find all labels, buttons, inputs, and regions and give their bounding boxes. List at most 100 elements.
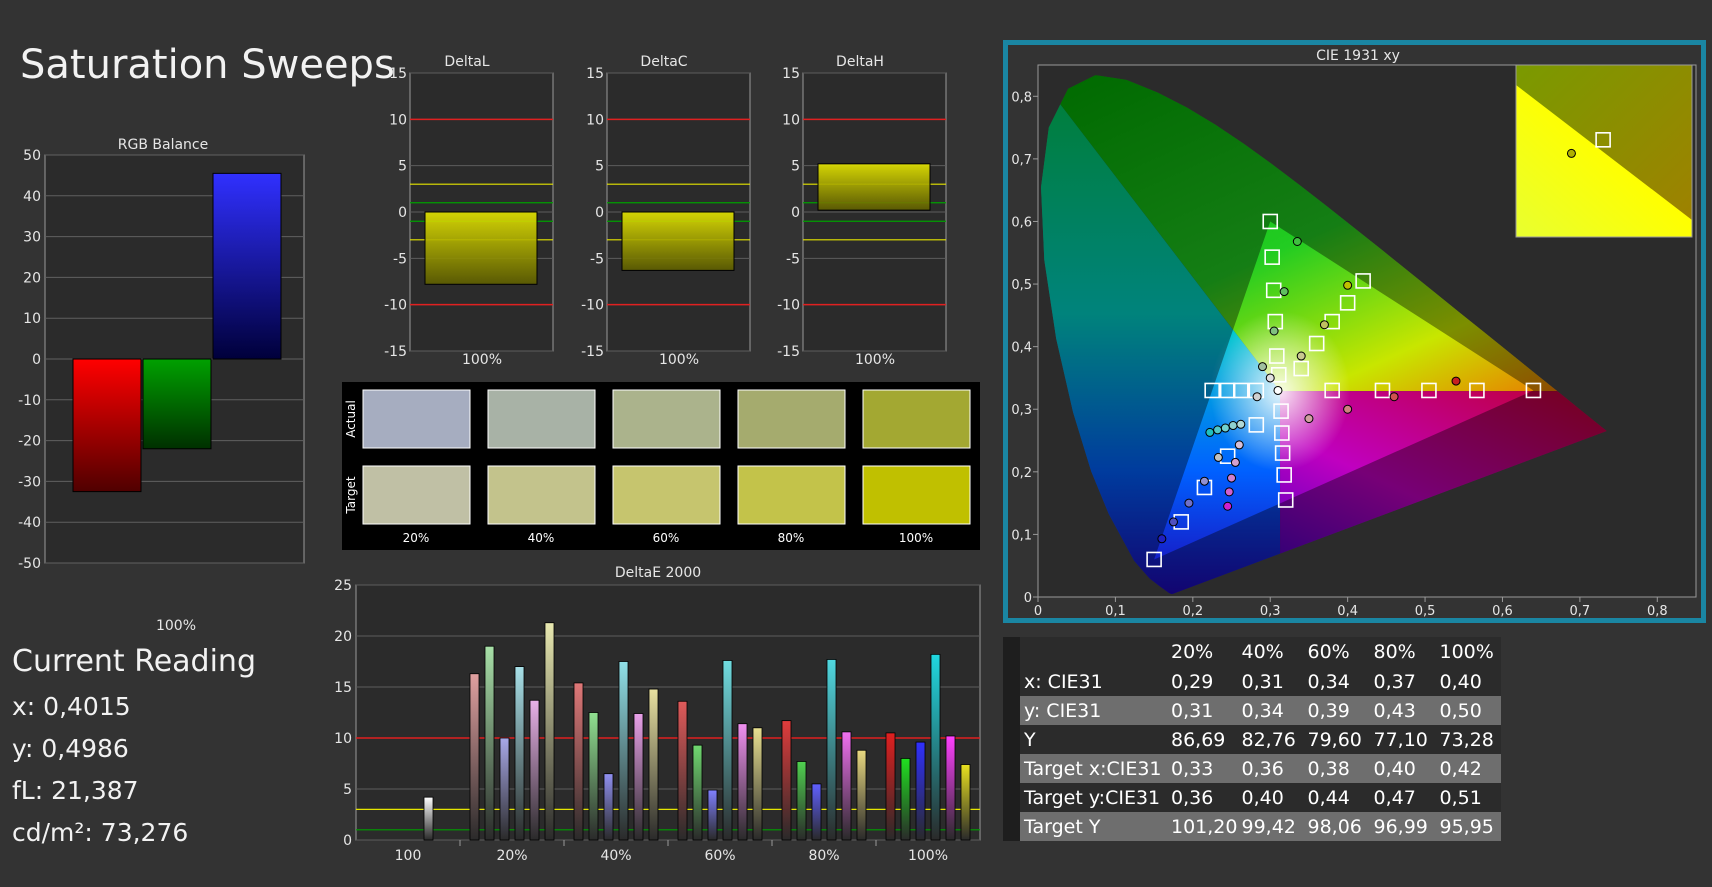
- measured-point: [1223, 501, 1233, 511]
- target-marker: [1355, 273, 1371, 289]
- bar: [960, 764, 971, 841]
- x-tick-label: 0,5: [1415, 604, 1436, 618]
- measured-point: [1236, 419, 1246, 429]
- measured-point: [1451, 376, 1461, 386]
- x-tick-label: 0,7: [1570, 604, 1591, 618]
- y-tick-label: -20: [18, 434, 41, 450]
- table-cell: 101,20: [1167, 812, 1238, 841]
- y-tick-label: 15: [334, 680, 352, 696]
- y-tick-label: 40: [23, 189, 41, 205]
- cie-chart: CIE 1931 xy 0 0,1 0,2 0,3 0,4 0,5 0,6 0,7 0,8 0,8…: [1011, 48, 1697, 618]
- rgb-balance-chart: RGB Balance 50 40 30 20 10 0 -10 -20 -30 -40 -50 10…: [18, 137, 305, 634]
- y-tick-label: 0,5: [1011, 278, 1032, 293]
- table-row: Target Y 101,20 99,42 98,06 96,99 95,95: [1003, 812, 1502, 841]
- x-tick-label: 100%: [855, 352, 895, 368]
- reading-fl: fL: 21,387: [12, 776, 139, 805]
- actual-swatch: [487, 389, 596, 449]
- y-tick-label: 5: [343, 782, 352, 798]
- table-row: Target x:CIE31 0,33 0,36 0,38 0,40 0,42: [1003, 754, 1502, 783]
- bar: [573, 682, 584, 841]
- measured-point: [1205, 427, 1215, 437]
- y-tick-label: -15: [777, 344, 800, 360]
- y-tick-label: -10: [384, 298, 407, 314]
- bar: [588, 712, 599, 841]
- y-tick-label: 15: [389, 66, 407, 82]
- bar: [826, 659, 837, 841]
- locus-region-left: [1041, 75, 1281, 595]
- measured-point: [1220, 423, 1230, 433]
- bar: [930, 653, 941, 841]
- y-tick-label: 10: [334, 731, 352, 747]
- y-tick-label: 0,6: [1011, 215, 1032, 230]
- y-tick-label: 20: [23, 270, 41, 286]
- measured-point: [1213, 425, 1223, 435]
- measured-point: [1343, 404, 1353, 414]
- table-cell: 77,10: [1369, 725, 1436, 754]
- y-tick-label: -30: [18, 474, 41, 490]
- y-tick-label: 5: [595, 159, 604, 175]
- table-cell: 99,42: [1237, 812, 1304, 841]
- x-tick-label: 40%: [600, 848, 631, 860]
- y-tick-label: -10: [777, 298, 800, 314]
- bar: [856, 749, 867, 841]
- y-tick-label: -40: [18, 515, 41, 531]
- y-tick-label: -15: [384, 344, 407, 360]
- target-marker: [1269, 348, 1285, 364]
- table-cell: 0,36: [1237, 754, 1304, 783]
- y-tick-label: 15: [782, 66, 800, 82]
- bar: [484, 645, 495, 841]
- target-marker: [1421, 382, 1437, 399]
- bar: [648, 688, 659, 841]
- table-cell: 98,06: [1303, 812, 1370, 841]
- bar: [677, 700, 688, 841]
- row-label: Target x:CIE31: [1020, 754, 1167, 783]
- row-label: Target Y: [1020, 812, 1167, 841]
- x-tick-label: 0,6: [1492, 604, 1513, 618]
- swatch-label: 40%: [528, 531, 555, 545]
- measured-point: [1168, 517, 1178, 527]
- table-row: x: CIE31 0,29 0,31 0,34 0,37 0,40: [1003, 667, 1502, 696]
- bar: [707, 789, 718, 841]
- target-marker: [1469, 382, 1485, 399]
- y-tick-label: 0,8: [1011, 90, 1032, 105]
- x-tick-label: 0,1: [1105, 604, 1126, 618]
- target-swatch: [487, 465, 596, 525]
- target-marker: [1273, 403, 1289, 419]
- deltah-chart: DeltaH 15 10 5 0 -5 -10 -15 100%: [777, 54, 947, 368]
- measured-point: [1389, 392, 1399, 402]
- x-tick-label: 0: [1034, 604, 1042, 618]
- measured-point: [1343, 280, 1353, 290]
- bar: [618, 661, 629, 841]
- y-tick-label: 0: [32, 352, 41, 368]
- table-cell: 0,38: [1303, 754, 1370, 783]
- table-row: y: CIE31 0,31 0,34 0,39 0,43 0,50: [1003, 696, 1502, 725]
- table-cell: 0,33: [1167, 754, 1238, 783]
- table-cell: 0,47: [1369, 783, 1436, 812]
- table-column-header: 100%: [1435, 637, 1502, 667]
- measured-point: [1199, 476, 1209, 486]
- target-marker: [1324, 382, 1340, 399]
- actual-swatch: [862, 389, 971, 449]
- table-cell: 0,51: [1435, 783, 1502, 812]
- bar: [142, 358, 212, 450]
- y-tick-label: -50: [18, 556, 41, 572]
- x-tick-label: 100%: [462, 352, 502, 368]
- bar: [722, 660, 733, 841]
- target-marker: [1525, 382, 1542, 399]
- y-tick-label: -5: [590, 251, 604, 267]
- table-cell: 0,44: [1303, 783, 1370, 812]
- x-tick-label: 0,4: [1337, 604, 1358, 618]
- table-cell: 0,50: [1435, 696, 1502, 725]
- measured-point: [1213, 452, 1223, 462]
- bar: [900, 757, 911, 841]
- measured-point: [1296, 351, 1306, 361]
- measured-point: [1273, 385, 1283, 395]
- deltae-title: DeltaE 2000: [615, 565, 701, 581]
- table-cell: 0,37: [1369, 667, 1436, 696]
- rgb-balance-title: RGB Balance: [118, 137, 208, 153]
- deltae-chart: DeltaE 2000 25 20 15 10 5 0 100 20% 40% 60% 80% 100…: [334, 565, 981, 860]
- bar: [811, 783, 822, 841]
- inset-target-marker: [1595, 132, 1611, 148]
- bar: [424, 211, 538, 285]
- y-tick-label: 0: [398, 205, 407, 221]
